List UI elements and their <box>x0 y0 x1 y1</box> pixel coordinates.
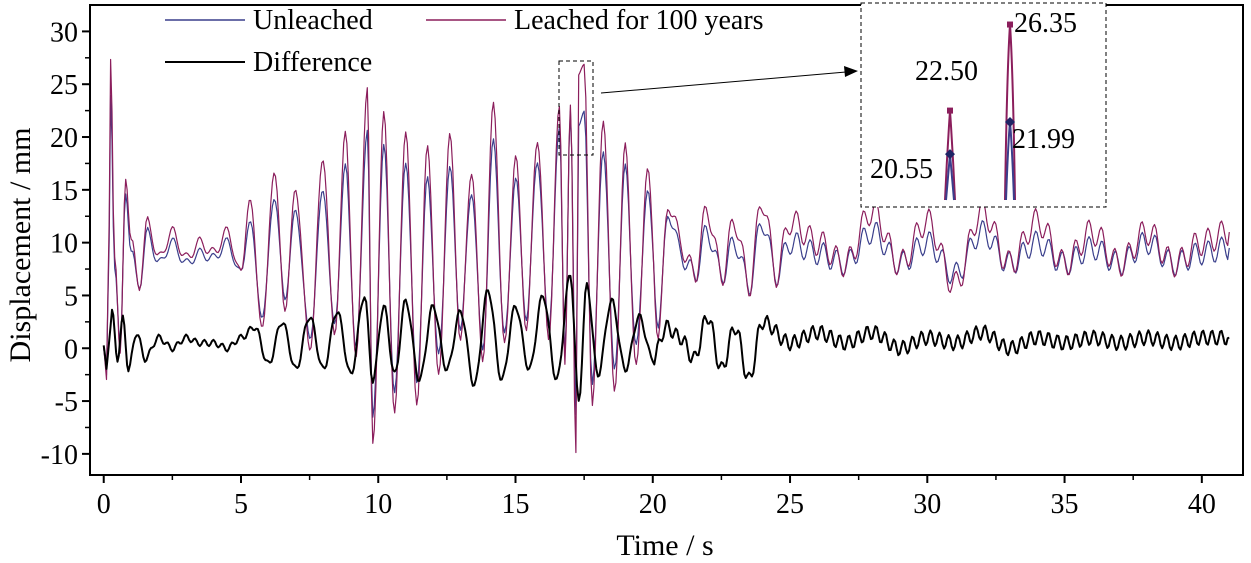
x-tick-label: 35 <box>1051 489 1079 520</box>
series-layer <box>102 58 1230 454</box>
y-tick-label: 20 <box>50 123 78 154</box>
x-tick-label: 10 <box>364 489 392 520</box>
y-tick-label: 0 <box>64 334 78 365</box>
plot-frame <box>89 4 1244 476</box>
y-tick-label: 30 <box>50 17 78 48</box>
x-tick-label: 30 <box>913 489 941 520</box>
y-tick-label: 15 <box>50 176 78 207</box>
x-axis-title: Time / s <box>616 529 713 562</box>
inset-unleached-marker <box>945 149 955 160</box>
inset: 22.50 20.55 26.35 21.99 <box>860 2 1107 208</box>
y-tick-label: 5 <box>64 281 78 312</box>
inset-plot <box>944 21 1016 201</box>
y-tick-label: 10 <box>50 229 78 260</box>
legend: Unleached Leached for 100 years Differen… <box>165 5 764 78</box>
zoom-region-box <box>558 60 594 156</box>
x-tick-label: 25 <box>776 489 804 520</box>
zoom-arrow-head <box>844 66 858 77</box>
y-tick-label: 25 <box>50 70 78 101</box>
x-tick-label: 40 <box>1188 489 1216 520</box>
inset-unleached-marker <box>1005 116 1015 127</box>
legend-label-leached: Leached for 100 years <box>514 5 764 36</box>
inset-label-26-35: 26.35 <box>1014 8 1077 39</box>
zoom-arrow-line <box>600 71 847 94</box>
x-tick-label: 5 <box>234 489 248 520</box>
inset-leached-marker <box>947 107 953 114</box>
inset-label-22-50: 22.50 <box>915 56 978 87</box>
legend-label-unleached: Unleached <box>253 5 373 36</box>
series-line-leached <box>103 58 1230 454</box>
x-tick-label: 15 <box>502 489 530 520</box>
axes: 0 5 10 15 20 25 30 35 40 -10 -5 0 5 10 15 20 25 30 <box>41 17 1216 520</box>
inset-label-21-99: 21.99 <box>1012 124 1075 155</box>
series-line-difference <box>102 274 1230 402</box>
x-tick-label: 0 <box>97 489 111 520</box>
x-tick-label: 20 <box>639 489 667 520</box>
inset-leached-marker <box>1007 21 1013 28</box>
y-axis-title: Displacement / mm <box>4 128 37 363</box>
y-tick-label: -10 <box>41 440 78 471</box>
inset-frame <box>860 2 1107 208</box>
inset-label-20-55: 20.55 <box>870 154 933 185</box>
legend-label-difference: Difference <box>253 47 372 78</box>
y-tick-label: -5 <box>55 387 78 418</box>
